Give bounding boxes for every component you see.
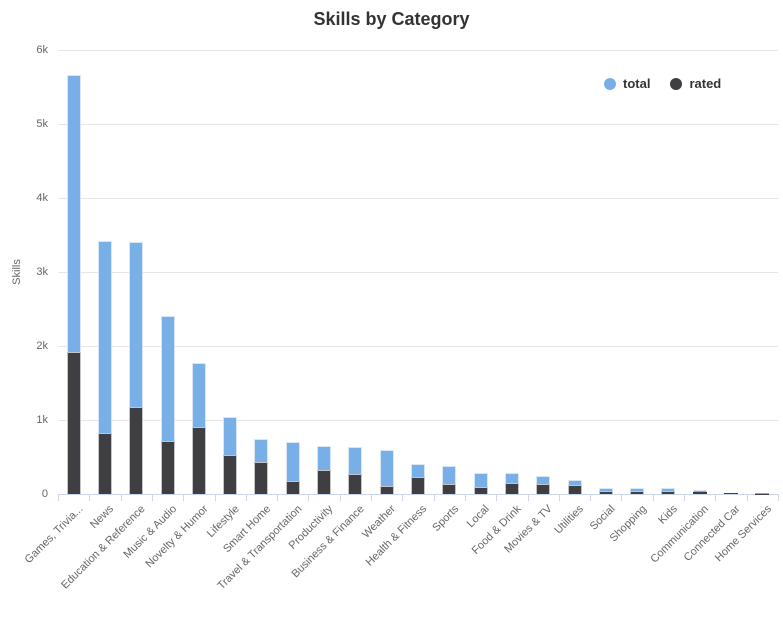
y-axis-tick-label: 0 — [41, 488, 48, 500]
bar-rated[interactable] — [129, 407, 144, 494]
y-gridline — [58, 124, 778, 125]
bar-rated[interactable] — [254, 462, 269, 494]
y-axis-tick-label: 1k — [36, 414, 48, 426]
x-axis-tick — [496, 495, 498, 501]
x-axis-line — [58, 494, 779, 495]
bar-rated[interactable] — [191, 426, 206, 494]
legend-item-rated[interactable]: rated — [670, 76, 721, 91]
legend-marker-rated-icon — [670, 77, 683, 90]
y-axis-tick-label: 4k — [36, 192, 48, 204]
x-axis-tick — [120, 495, 122, 501]
x-axis-tick — [277, 495, 279, 501]
y-axis-tick-label: 5k — [36, 118, 48, 130]
bar-rated[interactable] — [473, 486, 488, 494]
bar-total[interactable] — [285, 442, 300, 494]
bar-rated[interactable] — [661, 490, 676, 494]
y-gridline — [58, 50, 778, 51]
x-axis-tick — [464, 495, 466, 501]
bar-rated[interactable] — [504, 482, 519, 494]
y-axis-tick-label: 6k — [36, 44, 48, 56]
x-axis-tick — [558, 495, 560, 501]
bar-rated[interactable] — [724, 493, 739, 494]
x-axis-category-label: Sports — [429, 503, 461, 534]
x-axis-tick — [214, 495, 216, 501]
x-axis-tick — [778, 495, 779, 501]
y-gridline — [58, 198, 778, 199]
x-axis-category-label: News — [88, 503, 117, 531]
x-axis-tick — [151, 495, 153, 501]
bar-rated[interactable] — [411, 477, 425, 494]
legend: total rated — [604, 76, 721, 91]
bar-rated[interactable] — [317, 469, 332, 494]
bar-rated[interactable] — [66, 351, 81, 494]
bar-rated[interactable] — [223, 455, 238, 494]
x-axis-tick — [715, 495, 717, 501]
x-axis-tick — [621, 495, 623, 501]
y-gridline — [58, 346, 778, 347]
y-gridline — [58, 272, 778, 273]
x-axis-tick — [339, 495, 341, 501]
bar-rated[interactable] — [379, 485, 394, 494]
chart-title: Skills by Category — [313, 9, 470, 29]
x-axis-tick — [402, 495, 404, 501]
bar-rated[interactable] — [285, 481, 300, 494]
x-axis-tick — [684, 495, 686, 501]
legend-item-total[interactable]: total — [604, 76, 650, 91]
bar-total[interactable] — [755, 493, 770, 494]
x-axis-category-label: Local — [465, 503, 493, 531]
bar-total[interactable] — [598, 487, 613, 494]
bar-rated[interactable] — [630, 490, 645, 494]
bar-rated[interactable] — [692, 492, 707, 494]
x-axis-tick — [433, 495, 435, 501]
x-axis-category-label: Utilities — [552, 503, 587, 537]
x-axis-tick — [183, 495, 185, 501]
legend-label-rated: rated — [689, 76, 722, 91]
bar-rated[interactable] — [160, 441, 175, 494]
bar-rated[interactable] — [348, 474, 363, 494]
x-axis-category-label: Home Services — [712, 503, 774, 565]
x-axis-tick — [58, 495, 59, 501]
bar-rated[interactable] — [567, 485, 582, 494]
bar-total[interactable] — [379, 450, 394, 494]
x-axis-category-label: Health & Fitness — [363, 503, 430, 569]
x-axis-category-label: Kids — [656, 503, 680, 527]
y-axis-tick-label: 3k — [36, 266, 48, 278]
y-axis-tick-label: 2k — [36, 340, 48, 352]
legend-label-total: total — [623, 76, 651, 91]
bar-total[interactable] — [97, 240, 112, 494]
bar-rated[interactable] — [536, 483, 551, 494]
legend-marker-total-icon — [604, 77, 616, 90]
x-axis-tick — [590, 495, 592, 501]
bar-rated[interactable] — [442, 484, 457, 494]
x-axis-category-label: Games, Trivia... — [22, 503, 86, 566]
x-axis-tick — [89, 495, 91, 501]
x-axis-tick — [308, 495, 310, 501]
x-axis-tick — [245, 495, 247, 501]
y-gridline — [58, 420, 778, 421]
bar-rated[interactable] — [97, 433, 112, 494]
x-axis-tick — [371, 495, 373, 501]
x-axis-category-label: Social — [587, 503, 618, 533]
x-axis-tick — [652, 495, 654, 501]
x-axis-tick — [746, 495, 748, 501]
x-axis-tick — [527, 495, 529, 501]
bar-rated[interactable] — [598, 491, 613, 494]
